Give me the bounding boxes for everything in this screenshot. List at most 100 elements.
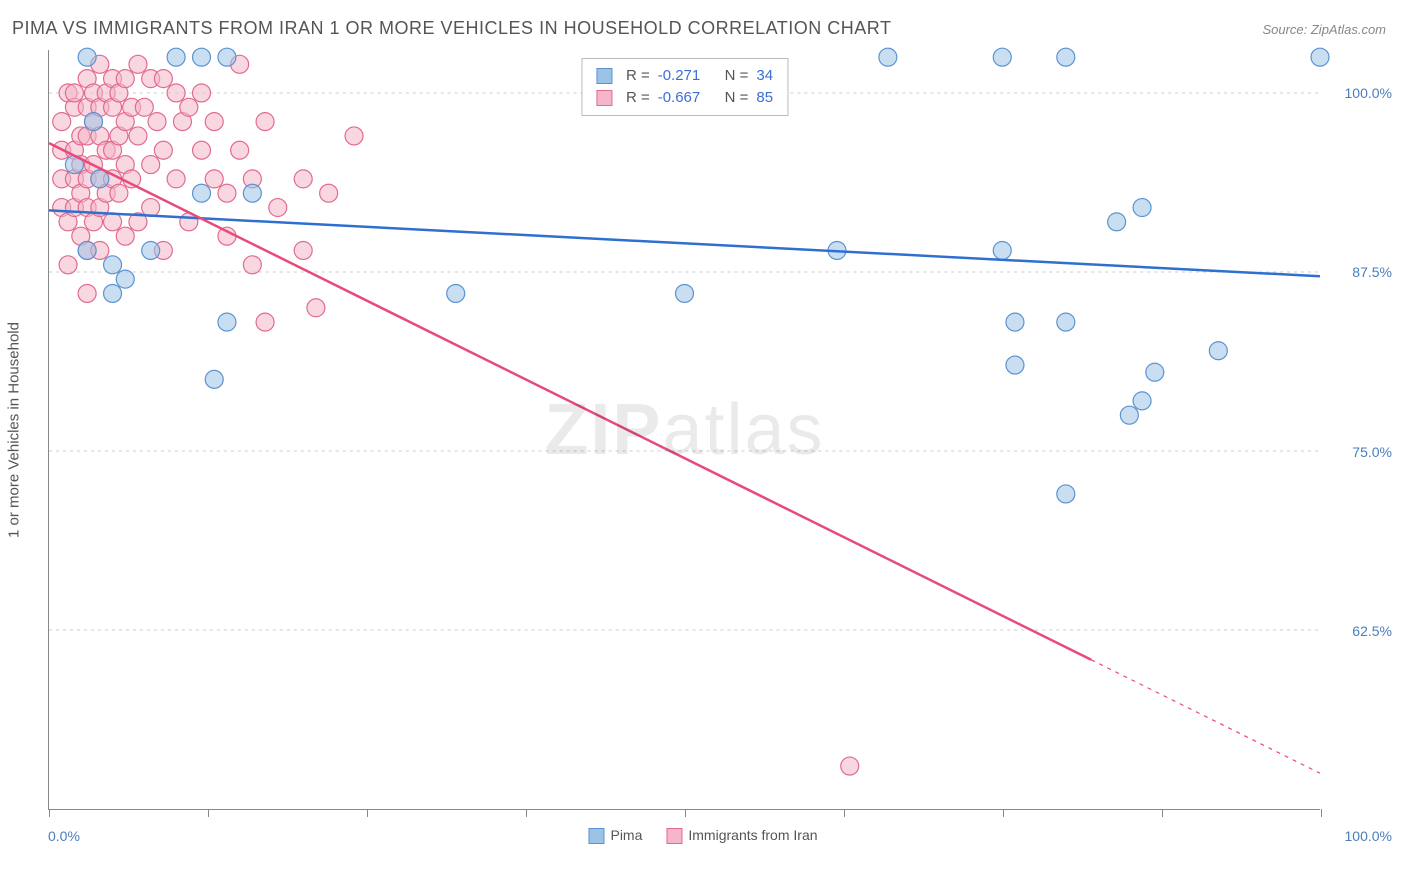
legend-row-series-1: R = -0.667 N = 85 [596, 87, 773, 109]
data-point [841, 757, 859, 775]
data-point [1057, 313, 1075, 331]
x-tick [1003, 809, 1004, 817]
trend-line [49, 210, 1320, 276]
data-point [1311, 48, 1329, 66]
data-point [205, 170, 223, 188]
x-tick [367, 809, 368, 817]
swatch-series-1 [596, 90, 612, 106]
data-point [110, 184, 128, 202]
legend-n-value-1: 85 [756, 87, 773, 109]
data-point [148, 113, 166, 131]
x-tick [208, 809, 209, 817]
legend-r-label: R = [626, 65, 650, 87]
data-point [180, 98, 198, 116]
data-point [218, 227, 236, 245]
data-point [231, 141, 249, 159]
data-point [243, 184, 261, 202]
legend-n-label: N = [725, 87, 749, 109]
x-tick [526, 809, 527, 817]
data-point [53, 113, 71, 131]
data-point [676, 284, 694, 302]
data-point [193, 184, 211, 202]
bottom-legend: Pima Immigrants from Iran [588, 827, 817, 844]
x-tick [844, 809, 845, 817]
legend-n-value-0: 34 [756, 65, 773, 87]
data-point [84, 113, 102, 131]
scatter-plot [49, 50, 1320, 809]
data-point [205, 113, 223, 131]
data-point [294, 242, 312, 260]
data-point [1133, 199, 1151, 217]
data-point [135, 98, 153, 116]
x-tick [1321, 809, 1322, 817]
y-tick-label: 100.0% [1345, 85, 1392, 101]
legend-row-series-0: R = -0.271 N = 34 [596, 65, 773, 87]
data-point [1108, 213, 1126, 231]
y-axis-label: 1 or more Vehicles in Household [6, 322, 23, 538]
data-point [65, 84, 83, 102]
data-point [154, 141, 172, 159]
legend-n-label: N = [725, 65, 749, 87]
data-point [993, 48, 1011, 66]
x-tick [685, 809, 686, 817]
bottom-legend-label-1: Immigrants from Iran [688, 827, 817, 843]
data-point [1006, 356, 1024, 374]
data-point [1057, 485, 1075, 503]
data-point [256, 113, 274, 131]
data-point [1006, 313, 1024, 331]
data-point [1057, 48, 1075, 66]
data-point [104, 213, 122, 231]
data-point [116, 270, 134, 288]
data-point [193, 48, 211, 66]
y-tick-label: 75.0% [1352, 444, 1392, 460]
data-point [345, 127, 363, 145]
data-point [294, 170, 312, 188]
x-axis-max-label: 100.0% [1345, 828, 1392, 844]
data-point [218, 48, 236, 66]
data-point [78, 48, 96, 66]
data-point [78, 242, 96, 260]
correlation-legend: R = -0.271 N = 34 R = -0.667 N = 85 [581, 58, 788, 116]
data-point [307, 299, 325, 317]
chart-area: R = -0.271 N = 34 R = -0.667 N = 85 ZIPa… [48, 50, 1320, 810]
data-point [167, 170, 185, 188]
chart-title: PIMA VS IMMIGRANTS FROM IRAN 1 OR MORE V… [12, 18, 891, 39]
data-point [167, 84, 185, 102]
data-point [993, 242, 1011, 260]
x-tick [1162, 809, 1163, 817]
data-point [142, 199, 160, 217]
data-point [78, 284, 96, 302]
data-point [205, 370, 223, 388]
data-point [218, 313, 236, 331]
x-tick [49, 809, 50, 817]
data-point [218, 184, 236, 202]
data-point [116, 70, 134, 88]
swatch-series-0 [596, 68, 612, 84]
data-point [256, 313, 274, 331]
swatch-pima [588, 828, 604, 844]
legend-r-value-1: -0.667 [658, 87, 701, 109]
data-point [142, 156, 160, 174]
swatch-iran [666, 828, 682, 844]
data-point [104, 256, 122, 274]
data-point [447, 284, 465, 302]
data-point [116, 227, 134, 245]
bottom-legend-label-0: Pima [610, 827, 642, 843]
legend-r-label: R = [626, 87, 650, 109]
data-point [154, 70, 172, 88]
data-point [1209, 342, 1227, 360]
data-point [104, 284, 122, 302]
data-point [193, 141, 211, 159]
data-point [129, 55, 147, 73]
source-label: Source: ZipAtlas.com [1262, 22, 1386, 37]
trend-line-extrapolated [1091, 660, 1320, 773]
data-point [1120, 406, 1138, 424]
data-point [320, 184, 338, 202]
trend-line [49, 143, 1091, 660]
data-point [142, 242, 160, 260]
x-axis-min-label: 0.0% [48, 828, 80, 844]
data-point [243, 256, 261, 274]
bottom-legend-item-1: Immigrants from Iran [666, 827, 817, 844]
data-point [129, 127, 147, 145]
bottom-legend-item-0: Pima [588, 827, 642, 844]
